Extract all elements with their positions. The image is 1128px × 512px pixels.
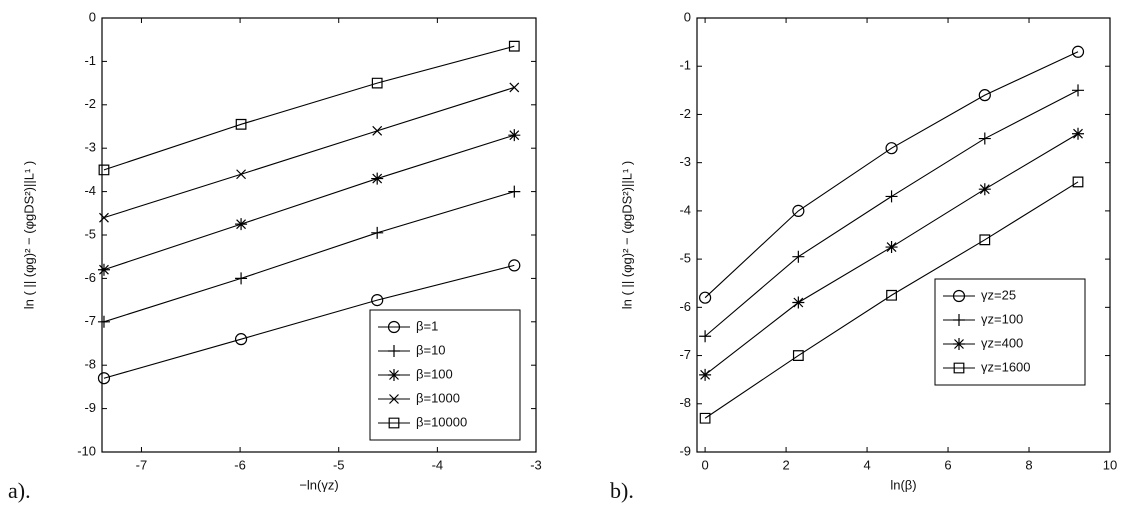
x-tick-label: -5 <box>333 457 345 472</box>
y-tick-label: -9 <box>679 443 691 458</box>
y-tick-label: -3 <box>84 140 96 155</box>
y-axis-label: ln ( || (φg)² − (φgDS²)||L¹ ) <box>619 161 634 309</box>
x-tick-label: 8 <box>1025 457 1032 472</box>
y-tick-label: -7 <box>84 313 96 328</box>
marker <box>979 183 991 195</box>
marker <box>371 173 383 185</box>
marker <box>510 83 519 92</box>
legend: γz=25 γz=100 γz=400 γz=1600 <box>935 279 1085 385</box>
y-tick-label: -6 <box>84 270 96 285</box>
x-axis-label: ln(β) <box>890 477 916 492</box>
series-line <box>104 192 514 322</box>
y-tick-label: -4 <box>84 183 96 198</box>
legend-label: β=100 <box>416 366 453 381</box>
x-tick-label: 4 <box>863 457 870 472</box>
x-tick-label: 6 <box>944 457 951 472</box>
marker <box>371 227 383 239</box>
marker <box>99 213 108 222</box>
x-tick-label: -4 <box>432 457 444 472</box>
legend-label: γz=100 <box>981 311 1023 326</box>
x-tick-label: 2 <box>782 457 789 472</box>
y-tick-label: 0 <box>684 9 691 24</box>
marker <box>699 369 711 381</box>
legend-label: β=10000 <box>416 414 467 429</box>
series-line <box>104 87 514 217</box>
legend: β=1 β=10 β=100 β=1000 β=10000 <box>370 310 520 440</box>
panel-label: a). <box>8 478 31 503</box>
y-tick-label: -9 <box>84 400 96 415</box>
plot-area <box>697 18 1110 452</box>
legend-label: γz=400 <box>981 335 1023 350</box>
y-tick-label: 0 <box>89 9 96 24</box>
y-tick-label: -3 <box>679 154 691 169</box>
marker <box>1072 84 1084 96</box>
marker <box>235 272 247 284</box>
marker <box>98 316 110 328</box>
marker <box>508 186 520 198</box>
x-tick-label: 0 <box>701 457 708 472</box>
legend-label: β=1000 <box>416 390 460 405</box>
y-axis-label: ln ( || (φg)² − (φgDS²)||L¹ ) <box>21 161 36 309</box>
legend-label: γz=1600 <box>981 359 1031 374</box>
x-tick-label: -3 <box>530 457 542 472</box>
series-line <box>104 135 514 270</box>
y-tick-label: -1 <box>679 58 691 73</box>
y-tick-label: -4 <box>679 202 691 217</box>
marker <box>979 133 991 145</box>
y-tick-label: -8 <box>84 357 96 372</box>
y-tick-label: -5 <box>679 251 691 266</box>
x-tick-label: -7 <box>136 457 148 472</box>
x-tick-label: -6 <box>234 457 246 472</box>
x-axis-label: −ln(γz) <box>299 477 338 492</box>
y-tick-label: -7 <box>679 347 691 362</box>
marker <box>508 129 520 141</box>
panel-label: b). <box>610 478 634 503</box>
y-tick-label: -8 <box>679 395 691 410</box>
figure: -10-9-8-7-6-5-4-3-2-10-7-6-5-4-3−ln(γz)l… <box>0 0 1128 512</box>
y-tick-label: -5 <box>84 226 96 241</box>
x-tick-label: 10 <box>1103 457 1117 472</box>
legend-label: γz=25 <box>981 287 1016 302</box>
legend-label: β=10 <box>416 342 446 357</box>
marker <box>792 297 804 309</box>
marker <box>235 218 247 230</box>
y-tick-label: -6 <box>679 299 691 314</box>
marker <box>886 241 898 253</box>
marker <box>1072 128 1084 140</box>
marker <box>373 126 382 135</box>
marker <box>237 170 246 179</box>
series-line <box>104 46 514 170</box>
series-line <box>705 52 1078 298</box>
legend-marker <box>388 369 400 381</box>
y-tick-label: -10 <box>77 443 96 458</box>
y-tick-label: -2 <box>679 106 691 121</box>
y-tick-label: -1 <box>84 53 96 68</box>
marker <box>886 190 898 202</box>
marker <box>98 264 110 276</box>
legend-label: β=1 <box>416 318 438 333</box>
legend-marker <box>953 338 965 350</box>
y-tick-label: -2 <box>84 96 96 111</box>
